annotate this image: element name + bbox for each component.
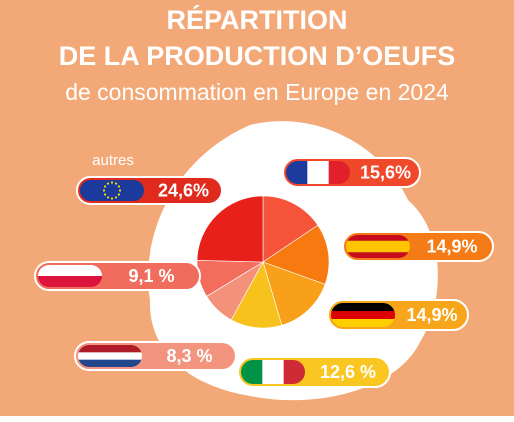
value-label: 24,6% (158, 180, 209, 200)
value-label: 12,6 % (320, 362, 376, 382)
flag (80, 180, 144, 202)
flag-stripe (262, 360, 284, 384)
flag-star (118, 193, 120, 195)
value-label: 14,9% (426, 236, 477, 256)
flag-star (103, 189, 105, 191)
flag-stripe (346, 252, 410, 258)
flag-star (107, 196, 109, 198)
flag-stripe (78, 360, 142, 368)
flag (78, 345, 142, 368)
flag-star (107, 182, 109, 184)
flag-stripe (78, 345, 142, 353)
flag-stripe (346, 247, 410, 253)
chart: RÉPARTITION DE LA PRODUCTION D’OEUFS de … (0, 0, 514, 422)
flag (38, 265, 102, 288)
flag-star (115, 182, 117, 184)
subtitle: de consommation en Europe en 2024 (65, 79, 449, 105)
flag-star (118, 185, 120, 187)
flag-star (115, 196, 117, 198)
category-label: autres (92, 152, 134, 169)
flag-star (104, 185, 106, 187)
flag-stripe (78, 352, 142, 360)
title-line: RÉPARTITION (167, 4, 348, 35)
flag-star (111, 181, 113, 183)
flag-stripe (331, 319, 395, 328)
flag (241, 360, 306, 384)
flag-stripe (346, 235, 410, 241)
flag (331, 303, 395, 328)
flag-stripe (331, 311, 395, 320)
flag-star (111, 197, 113, 199)
page: RÉPARTITION DE LA PRODUCTION D’OEUFS de … (0, 0, 514, 422)
value-label: 14,9% (406, 305, 457, 325)
flag-stripe (38, 265, 102, 277)
value-label: 9,1 % (128, 266, 174, 286)
flag-star (104, 193, 106, 195)
flag-stripe (346, 241, 410, 247)
flag-stripe (331, 303, 395, 312)
flag-stripe (307, 161, 329, 184)
flag-star (119, 189, 121, 191)
flag-stripe (38, 276, 102, 288)
flag (346, 235, 410, 259)
value-label: 8,3 % (166, 346, 212, 366)
flag (286, 161, 351, 184)
value-label: 15,6% (360, 162, 411, 182)
title-line: DE LA PRODUCTION D’OEUFS (59, 41, 456, 71)
